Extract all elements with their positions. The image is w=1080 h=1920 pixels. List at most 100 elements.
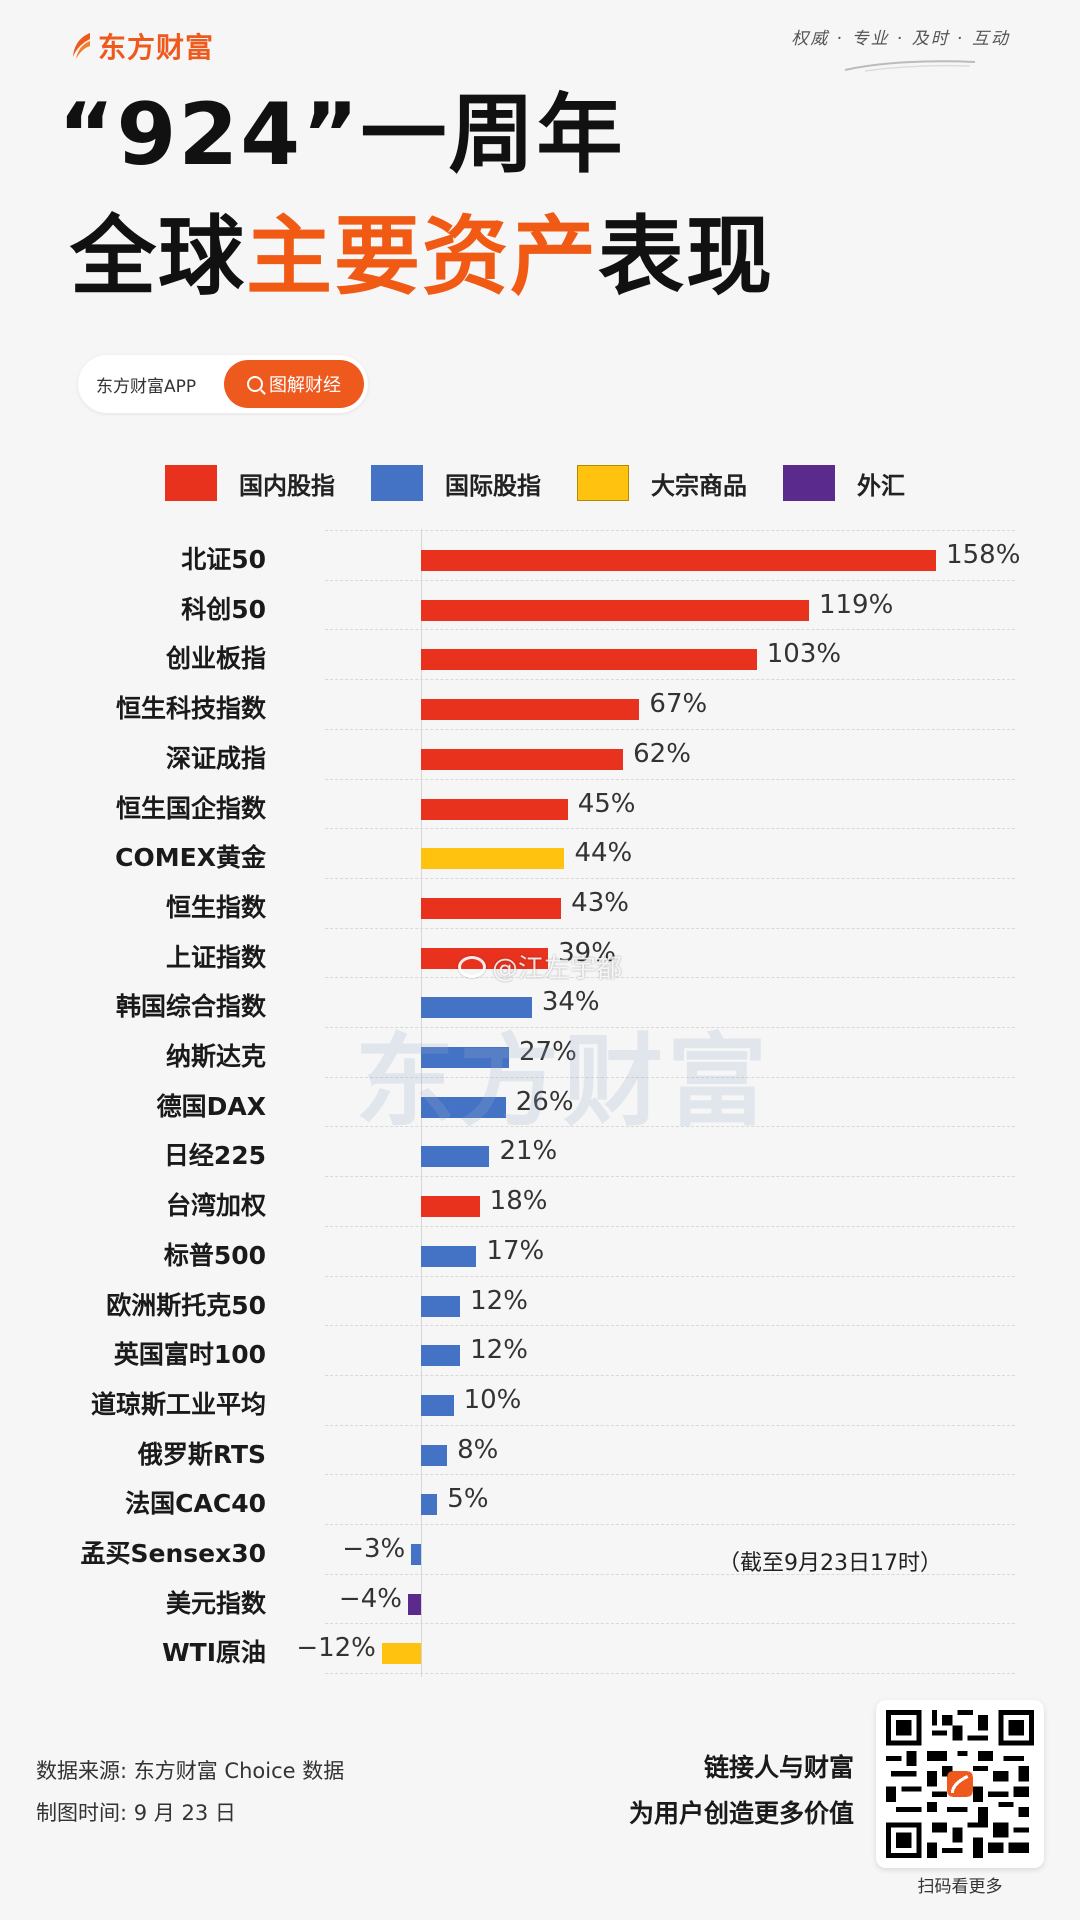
grid-line: [325, 1673, 1015, 1675]
bar: [421, 599, 809, 621]
category-label: 德国DAX: [156, 1091, 266, 1121]
bar: [421, 897, 562, 919]
category-label: 创业板指: [165, 644, 266, 674]
slogan: 权威 · 专业 · 及时 · 互动: [791, 29, 1010, 49]
legend-item-forex: 外汇: [783, 465, 905, 501]
category-label: 标普500: [163, 1240, 266, 1270]
category-label: 道琼斯工业平均: [90, 1389, 266, 1419]
search-brand-text: 东方财富APP: [96, 376, 197, 397]
grid-line: [325, 927, 1015, 929]
value-label: 27%: [519, 1037, 577, 1067]
value-label: 8%: [457, 1434, 499, 1465]
qr-code[interactable]: [876, 1700, 1044, 1868]
grid-line: [325, 679, 1015, 681]
grid-line: [325, 1573, 1015, 1575]
qr-caption: 扫码看更多: [917, 1877, 1003, 1897]
brand-name: 东方财富: [98, 31, 215, 64]
category-label: 台湾加权: [165, 1191, 266, 1221]
bar: [421, 997, 532, 1019]
legend-item-international: 国际股指: [371, 465, 541, 501]
value-label: 44%: [574, 838, 633, 869]
value-label: 26%: [515, 1086, 574, 1117]
value-label: 12%: [470, 1285, 528, 1316]
chart-row: COMEX黄金 44%: [0, 828, 1080, 878]
value-label: 5%: [447, 1484, 489, 1515]
bar: [421, 699, 640, 721]
bar: [421, 649, 757, 671]
grid-line: [325, 977, 1015, 979]
bar: [421, 1245, 477, 1267]
chart-row: 孟买Sensex30 −3%: [0, 1524, 1080, 1574]
weibo-handle: @江左宇都: [492, 954, 623, 984]
weibo-watermark: @江左宇都: [458, 948, 622, 985]
chart-row: 恒生科技指数 67%: [0, 679, 1080, 729]
value-label: 39%: [558, 937, 616, 968]
bar: [411, 1544, 421, 1565]
legend-label: 国内股指: [239, 471, 335, 500]
footer-tagline: 链接人与财富 为用户创造更多价值: [629, 1745, 854, 1837]
value-label: 12%: [470, 1335, 528, 1366]
chart-row: 道琼斯工业平均 10%: [0, 1375, 1080, 1425]
chart-row: 俄罗斯RTS 8%: [0, 1425, 1080, 1475]
bar: [407, 1593, 421, 1615]
category-label: 上证指数: [165, 942, 266, 972]
bar: [421, 748, 624, 770]
grid-line: [325, 1076, 1015, 1078]
grid-line: [325, 1524, 1015, 1525]
grid-line: [325, 1225, 1015, 1227]
legend-swatch-icon: [577, 465, 629, 501]
value-label: −3%: [342, 1534, 406, 1564]
legend-swatch-icon: [165, 465, 217, 501]
chart-row: 科创50 119%: [0, 580, 1080, 630]
legend-label: 大宗商品: [651, 471, 747, 500]
category-label: 恒生国企指数: [115, 793, 266, 823]
value-label: 43%: [571, 887, 629, 918]
chart-row: 恒生指数 43%: [0, 878, 1080, 928]
bar: [421, 798, 568, 820]
chart-annotation: （截至9月23日17时）: [718, 1551, 942, 1576]
value-label: 34%: [541, 987, 600, 1018]
search-button[interactable]: 图解财经: [224, 360, 364, 408]
chart-row: 标普500 17%: [0, 1226, 1080, 1276]
search-pill[interactable]: 东方财富APP 图解财经: [78, 355, 368, 413]
legend-label: 外汇: [857, 471, 905, 500]
bar: [421, 947, 549, 969]
chart-row: WTI原油 −12%: [0, 1623, 1080, 1673]
grid-line: [325, 579, 1015, 581]
bar: [421, 1444, 448, 1466]
chart-legend: 国内股指 国际股指 大宗商品 外汇: [165, 465, 941, 501]
grid-line: [325, 1424, 1015, 1426]
chart-row: 法国CAC40 5%: [0, 1474, 1080, 1524]
chart-row: 德国DAX 26%: [0, 1077, 1080, 1127]
chart-row: 美元指数 −4%: [0, 1574, 1080, 1624]
value-label: 62%: [633, 738, 691, 769]
chart-row: 创业板指 103%: [0, 629, 1080, 679]
page-title-line2: 全球主要资产表现: [70, 214, 774, 300]
category-label: 法国CAC40: [125, 1489, 266, 1519]
page-title-line1: “924”一周年: [58, 85, 625, 185]
footer-info: 数据来源: 东方财富 Choice 数据 制图时间: 9 月 23 日: [36, 1750, 344, 1834]
data-source: 数据来源: 东方财富 Choice 数据: [36, 1759, 345, 1783]
value-label: 158%: [946, 540, 1021, 570]
chart-row: 纳斯达克 27%: [0, 1027, 1080, 1077]
title-suffix: 表现: [598, 207, 774, 307]
category-label: 恒生科技指数: [115, 694, 266, 724]
grid-line: [325, 530, 1015, 531]
category-label: 深证成指: [165, 743, 266, 773]
value-label: 103%: [766, 639, 842, 670]
bar: [421, 1096, 506, 1118]
bar: [421, 848, 565, 870]
grid-line: [325, 1126, 1015, 1128]
grid-line: [325, 1474, 1015, 1476]
grid-line: [325, 1623, 1015, 1625]
chart-row: 北证50 158%: [0, 530, 1080, 580]
value-label: 67%: [649, 689, 708, 720]
tagline-2: 为用户创造更多价值: [628, 1799, 854, 1828]
tagline-1: 链接人与财富: [703, 1753, 854, 1782]
chart-row: 台湾加权 18%: [0, 1176, 1080, 1226]
bar: [421, 550, 937, 571]
value-label: 21%: [499, 1136, 558, 1167]
value-label: 18%: [489, 1186, 548, 1217]
title-prefix: 全球: [70, 207, 246, 307]
grid-line: [325, 1176, 1015, 1178]
